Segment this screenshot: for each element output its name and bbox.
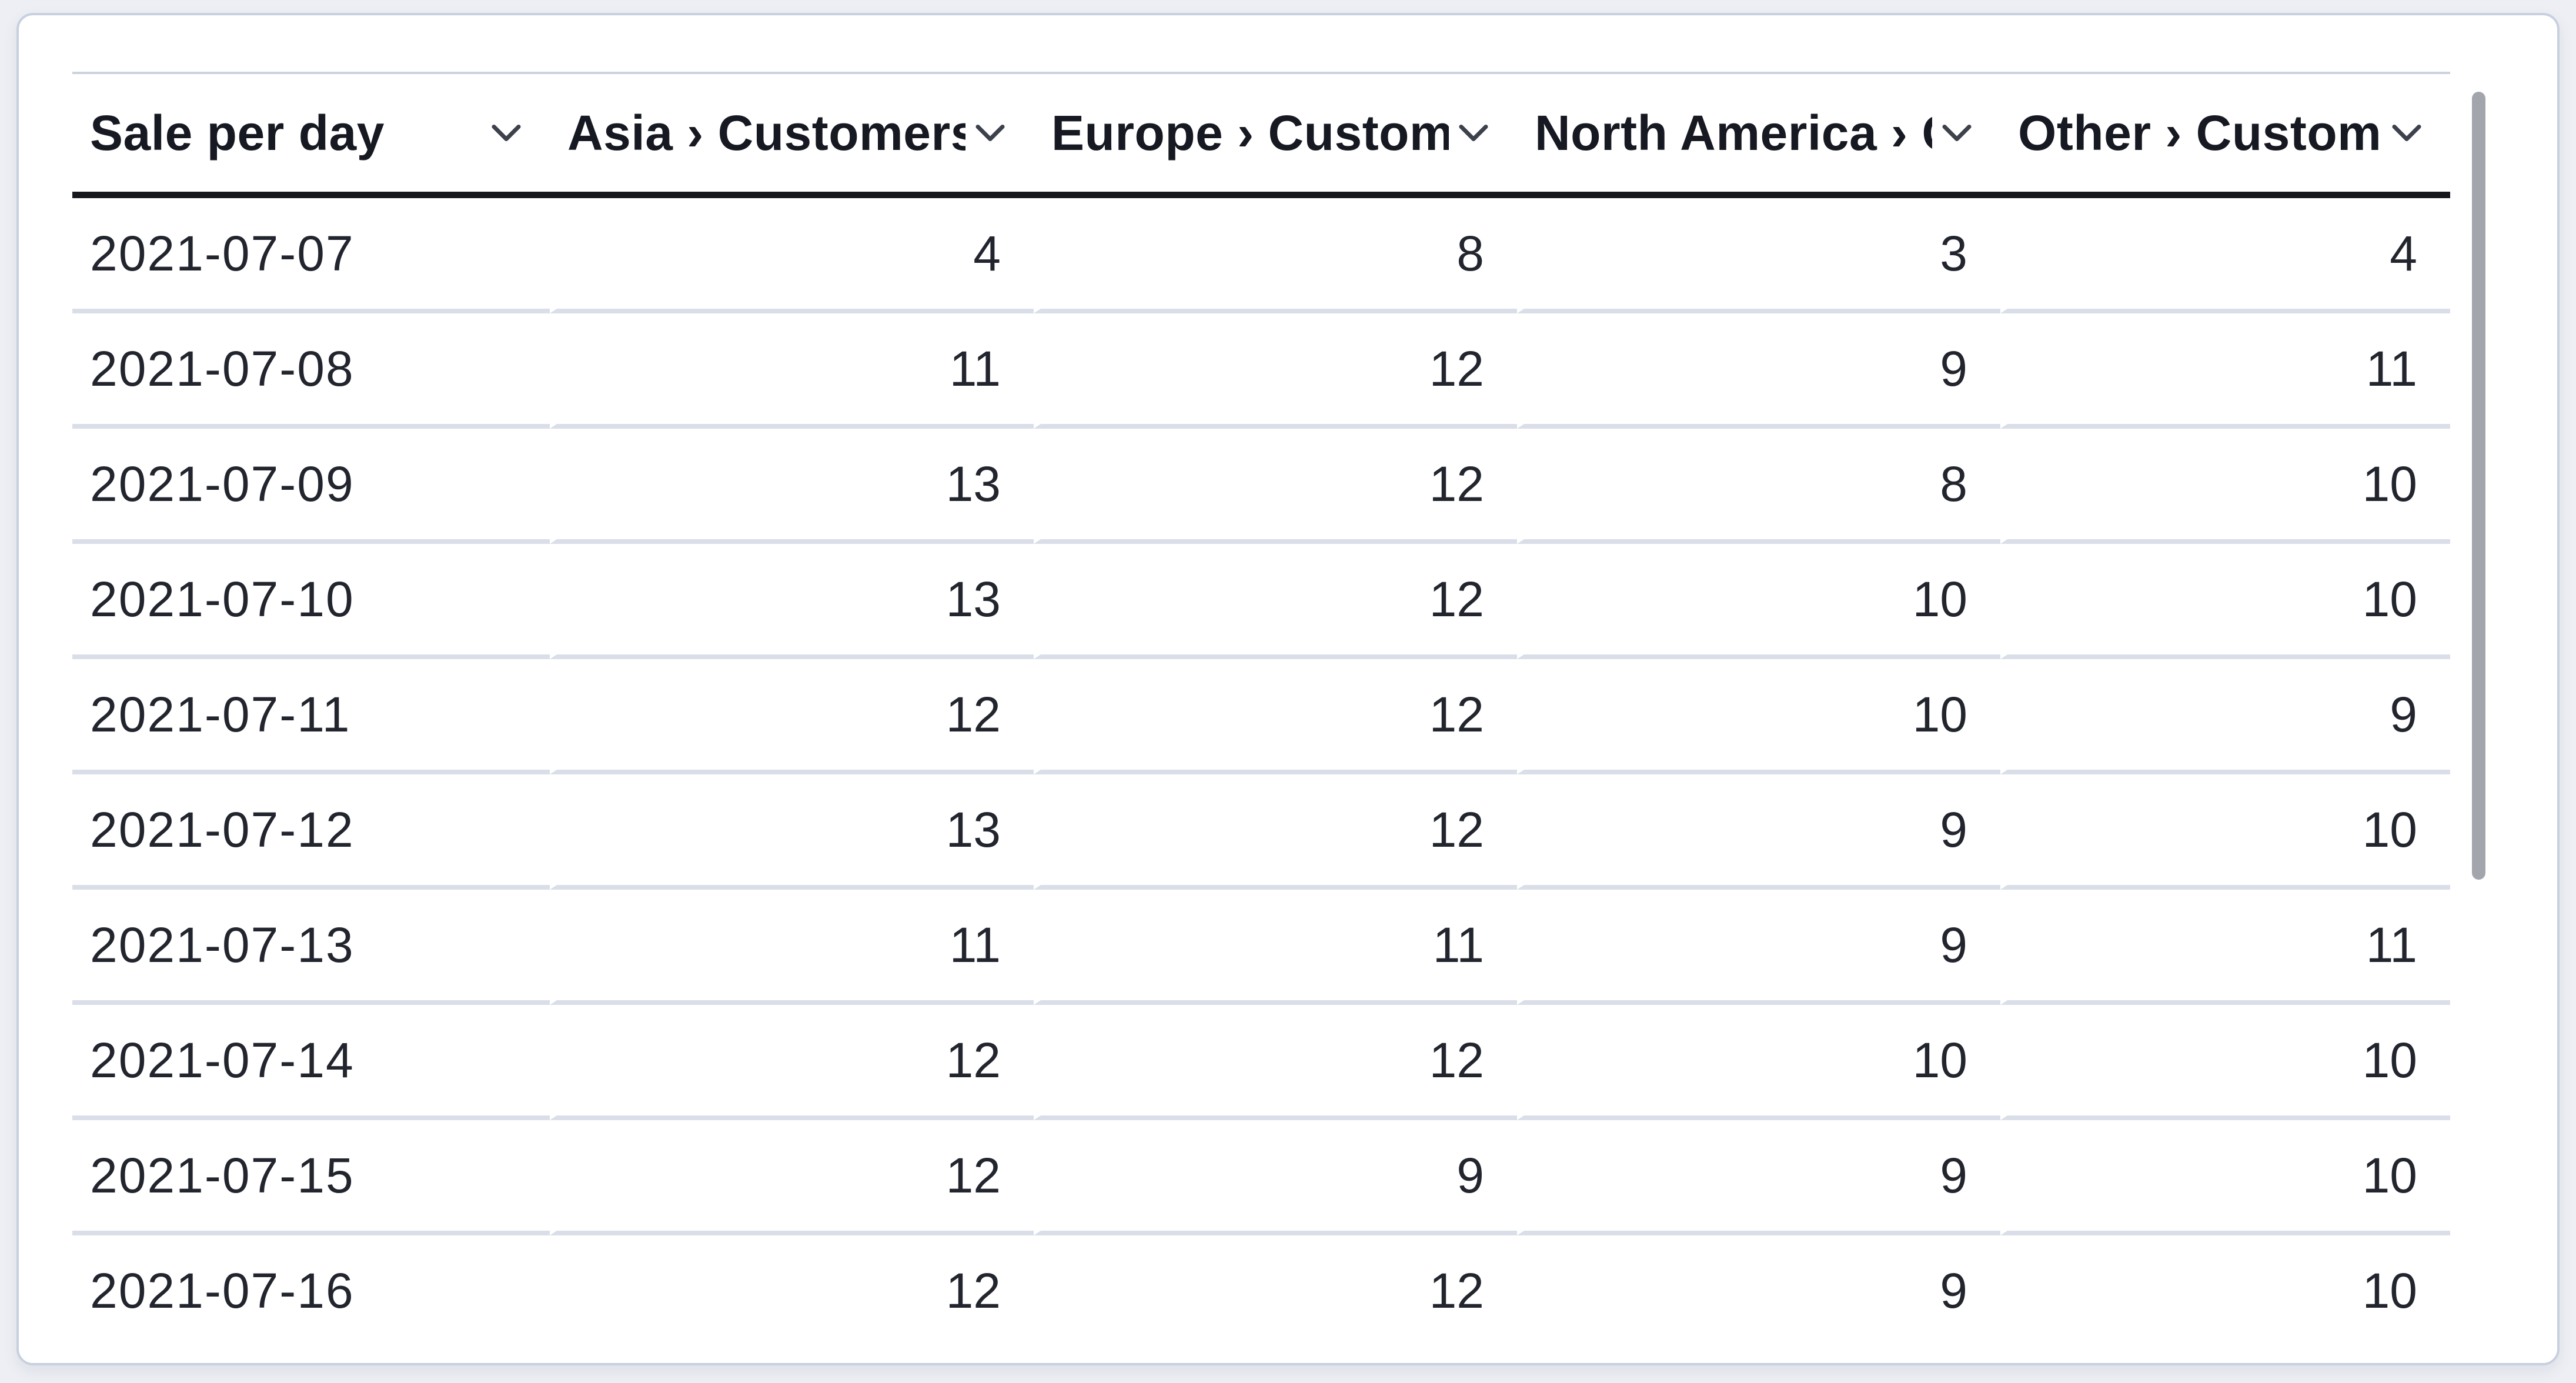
table-row: 2021-07-11 12 12 10 9 (72, 659, 2450, 774)
value-cell[interactable]: 9 (1517, 774, 2000, 890)
chevron-down-icon[interactable] (1940, 123, 1973, 143)
column-header-label: Europe › Customers (1051, 105, 1449, 161)
value-cell[interactable]: 4 (550, 198, 1034, 313)
date-cell[interactable]: 2021-07-08 (72, 313, 550, 429)
column-header-label: North America › Customers (1535, 105, 1932, 161)
table-header-row: Sale per day Asia › Customers Europe › Cus… (72, 72, 2450, 198)
data-table: Sale per day Asia › Customers Europe › Cus… (72, 72, 2450, 1351)
value-cell[interactable]: 11 (550, 890, 1034, 1005)
table-row: 2021-07-15 12 9 9 10 (72, 1120, 2450, 1235)
value-cell[interactable]: 12 (550, 1235, 1034, 1351)
value-cell[interactable]: 8 (1517, 429, 2000, 544)
column-header-asia[interactable]: Asia › Customers (550, 72, 1034, 198)
value-cell[interactable]: 10 (1517, 659, 2000, 774)
chevron-down-icon[interactable] (2390, 123, 2423, 143)
value-cell[interactable]: 11 (2000, 313, 2450, 429)
column-header-label: Other › Customers (2018, 105, 2382, 161)
value-cell[interactable]: 10 (2000, 1235, 2450, 1351)
value-cell[interactable]: 11 (550, 313, 1034, 429)
column-header-content: Europe › Customers (1034, 105, 1517, 162)
value-cell[interactable]: 12 (1034, 1005, 1517, 1120)
column-header-label: Sale per day (90, 105, 385, 161)
value-cell[interactable]: 12 (550, 1120, 1034, 1235)
date-cell[interactable]: 2021-07-09 (72, 429, 550, 544)
table-row: 2021-07-12 13 12 9 10 (72, 774, 2450, 890)
date-cell[interactable]: 2021-07-10 (72, 544, 550, 659)
value-cell[interactable]: 12 (1034, 313, 1517, 429)
value-cell[interactable]: 10 (2000, 1005, 2450, 1120)
table-row: 2021-07-07 4 8 3 4 (72, 198, 2450, 313)
value-cell[interactable]: 12 (1034, 1235, 1517, 1351)
date-cell[interactable]: 2021-07-13 (72, 890, 550, 1005)
value-cell[interactable]: 12 (1034, 659, 1517, 774)
chevron-down-icon[interactable] (1457, 123, 1490, 143)
column-header-other[interactable]: Other › Customers (2000, 72, 2450, 198)
value-cell[interactable]: 9 (1517, 313, 2000, 429)
table-row: 2021-07-08 11 12 9 11 (72, 313, 2450, 429)
date-cell[interactable]: 2021-07-14 (72, 1005, 550, 1120)
column-header-content: Other › Customers (2000, 105, 2450, 162)
value-cell[interactable]: 12 (550, 1005, 1034, 1120)
column-header-north-america[interactable]: North America › Customers (1517, 72, 2000, 198)
chevron-down-icon[interactable] (490, 123, 523, 143)
value-cell[interactable]: 13 (550, 544, 1034, 659)
column-header-sale-per-day[interactable]: Sale per day (72, 72, 550, 198)
value-cell[interactable]: 10 (2000, 1120, 2450, 1235)
value-cell[interactable]: 13 (550, 774, 1034, 890)
value-cell[interactable]: 12 (550, 659, 1034, 774)
date-cell[interactable]: 2021-07-07 (72, 198, 550, 313)
column-header-label: Asia › Customers (567, 105, 965, 161)
date-cell[interactable]: 2021-07-16 (90, 1262, 355, 1318)
value-cell[interactable]: 10 (2000, 774, 2450, 890)
column-header-content: Asia › Customers (550, 105, 1034, 162)
value-cell[interactable]: 9 (2000, 659, 2450, 774)
table-row: 2021-07-09 13 12 8 10 (72, 429, 2450, 544)
table-row: 2021-07-10 13 12 10 10 (72, 544, 2450, 659)
value-cell[interactable]: 12 (1034, 429, 1517, 544)
value-cell[interactable]: 12 (1034, 544, 1517, 659)
value-cell[interactable]: 11 (2000, 890, 2450, 1005)
value-cell[interactable]: 8 (1034, 198, 1517, 313)
value-cell[interactable]: 9 (1517, 1235, 2000, 1351)
value-cell[interactable]: 10 (2000, 544, 2450, 659)
value-cell[interactable]: 13 (550, 429, 1034, 544)
table-row: 2021-07-14 12 12 10 10 (72, 1005, 2450, 1120)
value-cell[interactable]: 12 (1034, 774, 1517, 890)
value-cell[interactable]: 11 (1034, 890, 1517, 1005)
date-cell[interactable]: 2021-07-11 (72, 659, 550, 774)
value-cell[interactable]: 10 (1517, 1005, 2000, 1120)
value-cell[interactable]: 9 (1034, 1120, 1517, 1235)
value-cell[interactable]: 10 (1517, 544, 2000, 659)
value-cell[interactable]: 9 (1517, 1120, 2000, 1235)
table-row: 2021-07-13 11 11 9 11 (72, 890, 2450, 1005)
table-card: Sale per day Asia › Customers Europe › Cus… (16, 13, 2560, 1365)
value-cell[interactable]: 4 (2000, 198, 2450, 313)
date-cell[interactable]: 2021-07-15 (72, 1120, 550, 1235)
column-header-content: Sale per day (72, 105, 550, 162)
value-cell[interactable]: 10 (2000, 429, 2450, 544)
table-row: 2021-07-16 12 12 9 10 (72, 1235, 2450, 1351)
value-cell[interactable]: 3 (1517, 198, 2000, 313)
value-cell[interactable]: 9 (1517, 890, 2000, 1005)
table-body: 2021-07-07 4 8 3 4 2021-07-08 11 12 9 11 2021-07-0… (72, 198, 2450, 1351)
column-header-content: North America › Customers (1517, 105, 2000, 162)
vertical-scrollbar-thumb[interactable] (2472, 92, 2485, 880)
chevron-down-icon[interactable] (974, 123, 1007, 143)
column-header-europe[interactable]: Europe › Customers (1034, 72, 1517, 198)
date-cell[interactable]: 2021-07-12 (72, 774, 550, 890)
